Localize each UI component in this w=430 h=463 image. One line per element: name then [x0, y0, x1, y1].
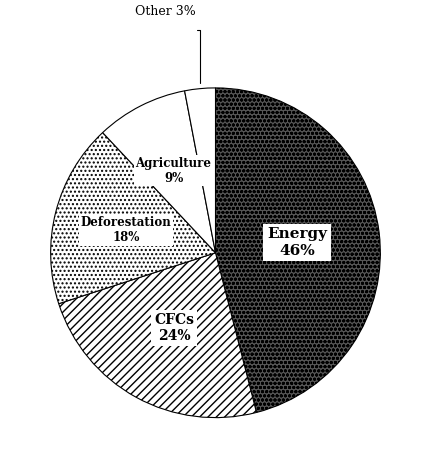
Wedge shape — [215, 88, 379, 413]
Wedge shape — [51, 132, 215, 304]
Text: Agriculture
9%: Agriculture 9% — [135, 156, 211, 185]
Text: Energy
46%: Energy 46% — [267, 227, 326, 257]
Wedge shape — [102, 91, 215, 253]
Wedge shape — [58, 253, 256, 418]
Text: Deforestation
18%: Deforestation 18% — [80, 216, 171, 244]
Text: Other 3%: Other 3% — [134, 5, 195, 18]
Text: CFCs
24%: CFCs 24% — [154, 313, 194, 343]
Wedge shape — [184, 88, 215, 253]
